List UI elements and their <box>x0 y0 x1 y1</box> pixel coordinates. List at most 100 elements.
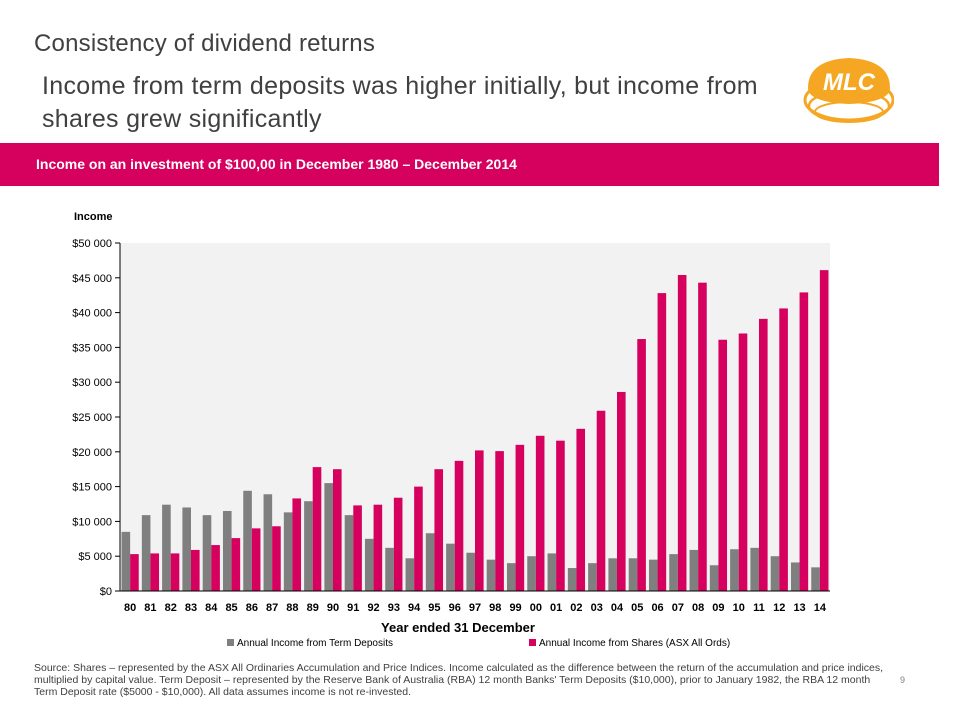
x-tick-label: 09 <box>712 602 724 614</box>
shares-bar <box>170 553 180 591</box>
term-deposit-bar <box>506 563 516 591</box>
shares-bar <box>576 428 586 591</box>
x-tick-label: 99 <box>509 602 521 614</box>
y-axis-label: Income <box>74 211 113 223</box>
shares-bar <box>475 450 484 591</box>
y-tick-label: $15 000 <box>72 482 112 494</box>
page-number: 9 <box>900 675 906 685</box>
shares-bar <box>434 469 444 591</box>
shares-bar <box>535 435 545 591</box>
section-title: Consistency of dividend returns <box>34 30 376 57</box>
y-tick-label: $5 000 <box>78 551 112 563</box>
x-tick-label: 90 <box>327 602 339 614</box>
term-deposit-bar <box>182 507 191 591</box>
x-tick-label: 86 <box>246 602 258 614</box>
term-deposit-bar <box>364 538 374 591</box>
shares-bar <box>272 526 281 591</box>
x-tick-label: 11 <box>753 602 765 614</box>
x-tick-label: 03 <box>591 602 603 614</box>
shares-bar <box>657 293 667 591</box>
x-tick-label: 82 <box>165 602 177 614</box>
x-tick-label: 84 <box>205 602 218 614</box>
x-tick-label: 89 <box>307 602 319 614</box>
chart-banner: Income on an investment of $100,00 in De… <box>0 143 939 186</box>
x-tick-label: 98 <box>489 602 501 614</box>
shares-bar <box>718 339 728 591</box>
x-tick-label: 04 <box>611 602 624 614</box>
x-tick-label: 94 <box>408 602 421 614</box>
term-deposit-bar <box>790 562 800 591</box>
term-deposit-bar <box>304 501 313 591</box>
x-tick-label: 80 <box>124 602 136 614</box>
term-deposit-bar <box>588 563 597 591</box>
x-tick-label: 02 <box>570 602 582 614</box>
y-tick-label: $10 000 <box>72 516 112 528</box>
x-tick-label: 00 <box>530 602 542 614</box>
x-tick-label: 88 <box>286 602 298 614</box>
term-deposit-bar <box>527 556 536 591</box>
shares-bar <box>779 308 788 591</box>
shares-bar <box>333 469 342 591</box>
shares-bar <box>819 270 829 591</box>
income-bar-chart: Income Year ended 31 December $0 $5 000 $1… <box>72 211 830 649</box>
y-tick-label: $50 000 <box>72 238 112 250</box>
x-tick-label: 10 <box>733 602 745 614</box>
term-deposit-bar <box>121 531 131 591</box>
shares-bar <box>353 505 362 591</box>
shares-bar <box>637 339 646 591</box>
term-deposit-bar <box>750 547 759 591</box>
term-deposit-bar <box>608 558 617 591</box>
y-tick-label: $45 000 <box>72 273 112 285</box>
term-deposit-bar <box>648 559 658 591</box>
term-deposit-bar <box>324 483 333 591</box>
shares-bar <box>130 554 139 591</box>
term-deposit-bar <box>547 553 557 591</box>
x-tick-label: 92 <box>367 602 379 614</box>
term-deposit-bar <box>486 559 496 591</box>
term-deposit-bar <box>811 567 820 591</box>
shares-bar <box>373 504 383 591</box>
term-deposit-bar <box>222 510 232 591</box>
term-deposit-bar <box>730 549 739 591</box>
y-tick-label: $40 000 <box>72 308 112 320</box>
term-deposit-bar <box>425 533 435 591</box>
x-tick-label: 07 <box>672 602 684 614</box>
legend-swatch <box>529 639 536 646</box>
y-tick-label: $25 000 <box>72 412 112 424</box>
mlc-logo: MLC <box>803 58 894 123</box>
term-deposit-bar <box>770 556 780 591</box>
shares-bar <box>150 553 160 591</box>
y-tick-label: $20 000 <box>72 447 112 459</box>
x-tick-label: 95 <box>428 602 440 614</box>
term-deposit-bar <box>689 549 699 591</box>
x-axis-label: Year ended 31 December <box>381 620 535 635</box>
shares-bar <box>292 498 302 591</box>
term-deposit-bar <box>344 515 354 591</box>
term-deposit-bar <box>446 543 455 591</box>
logo-text: MLC <box>823 69 876 96</box>
legend-swatch <box>227 639 234 646</box>
term-deposit-bar <box>628 558 638 591</box>
y-tick-label: $30 000 <box>72 377 112 389</box>
term-deposit-bar <box>567 568 577 591</box>
x-tick-label: 14 <box>814 602 827 614</box>
y-tick-label: $35 000 <box>72 342 112 354</box>
x-tick-label: 06 <box>651 602 663 614</box>
legend-label: Annual Income from Shares (ASX All Ords) <box>539 638 730 649</box>
shares-bar <box>677 275 687 591</box>
x-tick-label: 87 <box>266 602 278 614</box>
banner-title: Income on an investment of $100,00 in De… <box>36 156 517 172</box>
term-deposit-bar <box>669 554 678 591</box>
legend-label: Annual Income from Term Deposits <box>237 638 393 649</box>
x-tick-label: 97 <box>469 602 481 614</box>
x-tick-label: 13 <box>793 602 805 614</box>
x-tick-label: 83 <box>185 602 197 614</box>
shares-bar <box>414 486 423 591</box>
shares-bar <box>454 460 464 591</box>
shares-bar <box>495 451 504 591</box>
term-deposit-bar <box>466 552 475 591</box>
x-tick-label: 93 <box>388 602 400 614</box>
shares-bar <box>738 333 748 591</box>
term-deposit-bar <box>141 515 151 591</box>
term-deposit-bar <box>202 515 212 591</box>
